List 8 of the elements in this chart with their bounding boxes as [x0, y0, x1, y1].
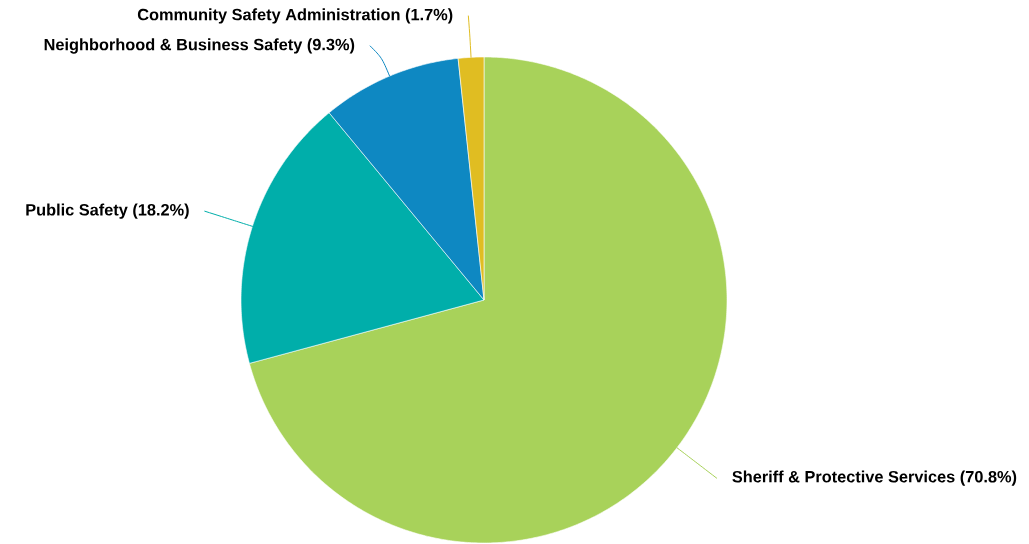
data-label: (9.3%) — [307, 38, 355, 54]
slice-label: Sheriff & Protective Services — [732, 470, 955, 483]
data-label: (18.2%) — [133, 203, 189, 219]
slice-label: Community Safety Administration — [137, 8, 400, 24]
data-label: (70.8%) — [960, 470, 1017, 486]
data-label: (1.7%) — [405, 8, 453, 24]
slice-label: Neighborhood & Business Safety — [44, 38, 303, 54]
slice-label: Public Safety — [26, 203, 128, 219]
